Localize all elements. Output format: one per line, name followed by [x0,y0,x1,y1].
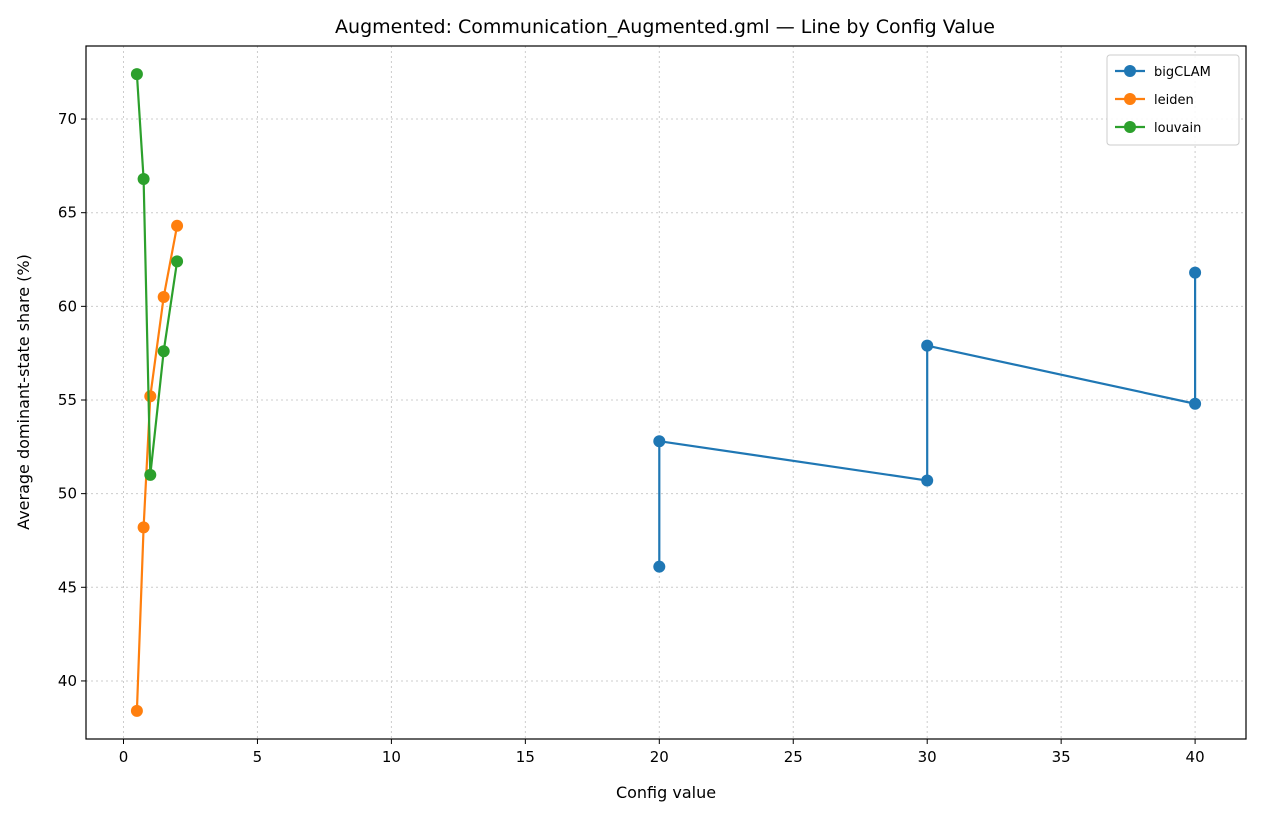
series-bigCLAM [653,266,1202,573]
legend-label: bigCLAM [1154,65,1211,80]
legend-item-bigCLAM: bigCLAM [1115,65,1211,80]
y-tick-label: 55 [58,391,77,409]
data-point-bigCLAM [653,560,666,573]
data-point-leiden [130,704,143,717]
legend-label: louvain [1154,121,1201,136]
legend-marker [1124,65,1136,77]
legend-item-louvain: louvain [1115,121,1201,136]
series-layer [130,68,1202,717]
series-leiden [130,219,184,717]
x-axis-title: Config value [616,783,716,802]
x-tick-label: 20 [650,748,669,766]
data-point-bigCLAM [1189,266,1202,279]
data-point-bigCLAM [653,435,666,448]
legend-box [1106,54,1240,146]
data-point-bigCLAM [1189,397,1202,410]
x-tick-label: 15 [516,748,535,766]
x-tick-label: 25 [784,748,803,766]
data-point-louvain [171,255,184,268]
x-axis: 0 5 10 15 20 25 30 35 40 [119,739,1205,766]
series-line-bigCLAM [658,272,1197,567]
data-point-leiden [157,290,170,303]
series-louvain [130,68,184,481]
legend: bigCLAM leiden louvain [1106,54,1240,146]
data-point-leiden [171,219,184,232]
x-tick-label: 10 [382,748,401,766]
data-point-louvain [144,468,157,481]
legend-label: leiden [1154,93,1194,108]
y-axis-title: Average dominant-state share (%) [14,254,33,530]
x-tick-label: 35 [1052,748,1071,766]
x-tick-label: 5 [253,748,263,766]
data-point-louvain [130,68,143,81]
y-tick-label: 65 [58,204,77,222]
plot-frame [85,45,1247,740]
data-point-leiden [137,521,150,534]
y-tick-label: 50 [58,485,77,503]
y-tick-label: 70 [58,110,77,128]
data-point-leiden [144,390,157,403]
legend-item-leiden: leiden [1115,93,1194,108]
data-point-louvain [157,345,170,358]
data-point-bigCLAM [921,474,934,487]
x-tick-label: 30 [918,748,937,766]
data-point-bigCLAM [921,339,934,352]
legend-marker [1124,93,1136,105]
y-tick-label: 60 [58,297,77,315]
legend-marker [1124,121,1136,133]
y-tick-label: 45 [58,578,77,596]
y-axis: 40 45 50 55 60 65 70 [58,110,86,690]
data-point-louvain [137,172,150,185]
x-tick-label: 40 [1186,748,1205,766]
y-tick-label: 40 [58,672,77,690]
x-tick-label: 0 [119,748,129,766]
chart-title: Augmented: Communication_Augmented.gml —… [335,16,995,38]
